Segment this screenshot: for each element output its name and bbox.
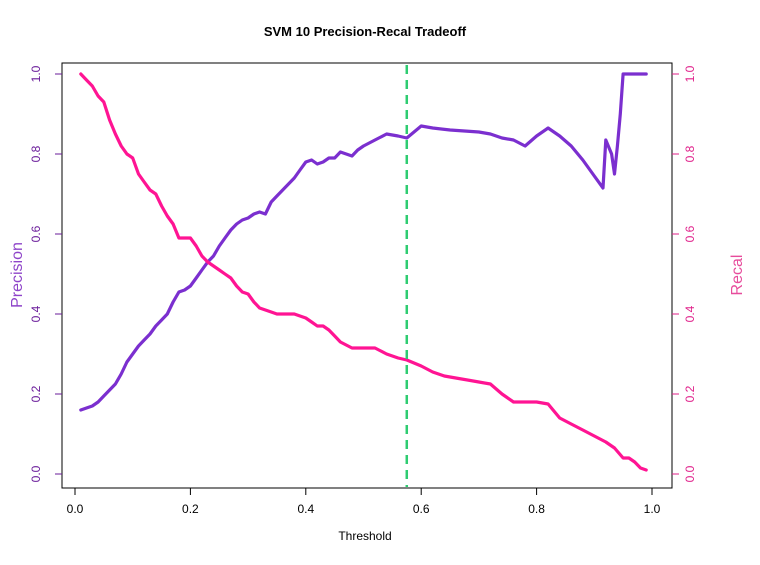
x-tick-label: 0.8 [528, 502, 545, 516]
precision-line [79, 72, 648, 412]
plot-frame [61, 62, 673, 489]
x-tick-label: 0.2 [182, 502, 199, 516]
x-tick-label: 0.4 [297, 502, 314, 516]
y-axis-left-title: Precision [9, 242, 26, 308]
y-axis-left: 0.0 0.2 0.4 0.6 0.8 1.0 [29, 65, 62, 482]
y-right-tick-label: 0.6 [683, 225, 697, 242]
chart-title: SVM 10 Precision-Recal Tradeoff [264, 24, 467, 39]
y-axis-right: 0.0 0.2 0.4 0.6 0.8 1.0 [672, 65, 697, 482]
y-right-tick-label: 1.0 [683, 65, 697, 82]
series-layer [79, 72, 648, 472]
y-left-tick-label: 0.4 [29, 305, 43, 322]
y-left-tick-label: 0.0 [29, 465, 43, 482]
y-right-tick-label: 0.0 [683, 465, 697, 482]
x-tick-label: 1.0 [644, 502, 661, 516]
y-left-tick-label: 0.8 [29, 145, 43, 162]
y-right-tick-label: 0.4 [683, 305, 697, 322]
x-tick-label: 0.6 [413, 502, 430, 516]
y-right-tick-label: 0.8 [683, 145, 697, 162]
recall-line [79, 72, 648, 472]
y-axis-right-title: Recal [729, 255, 746, 296]
y-right-tick-label: 0.2 [683, 385, 697, 402]
y-left-tick-label: 0.6 [29, 225, 43, 242]
y-left-tick-label: 0.2 [29, 385, 43, 402]
y-left-tick-label: 1.0 [29, 65, 43, 82]
x-axis: 0.0 0.2 0.4 0.6 0.8 1.0 [67, 488, 661, 516]
x-tick-label: 0.0 [67, 502, 84, 516]
x-axis-title: Threshold [338, 529, 391, 543]
